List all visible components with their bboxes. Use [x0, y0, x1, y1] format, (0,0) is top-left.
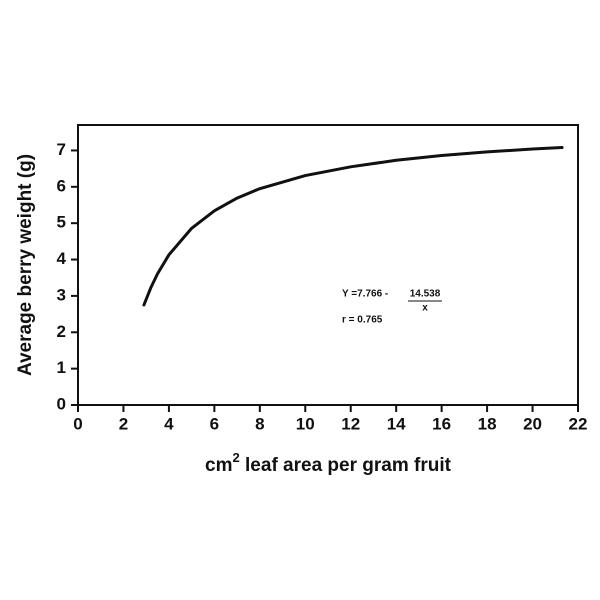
plot-frame: [77, 124, 579, 406]
x-tick-label: 2: [119, 414, 128, 433]
x-tick-label: 0: [73, 414, 82, 433]
r-value: r = 0.765: [342, 315, 383, 326]
curve: [142, 146, 564, 307]
y-tick-label: 5: [57, 213, 66, 232]
x-tick-label: 8: [255, 414, 264, 433]
x-tick-label: 6: [210, 414, 219, 433]
x-tick-label: 16: [432, 414, 451, 433]
x-tick-label: 18: [478, 414, 497, 433]
x-tick-label: 10: [296, 414, 315, 433]
x-tick-label: 12: [341, 414, 360, 433]
equation-denominator: x: [422, 303, 428, 314]
y-tick-label: 4: [57, 249, 67, 268]
x-tick-label: 20: [523, 414, 542, 433]
y-tick-label: 1: [57, 358, 66, 377]
x-tick-label: 4: [164, 414, 174, 433]
x-label-part: cm: [205, 455, 232, 476]
y-tick-label: 7: [57, 140, 66, 159]
equation-numerator: 14.538: [410, 289, 441, 300]
x-label-part: leaf area per gram fruit: [240, 455, 452, 476]
y-tick-label: 2: [57, 322, 66, 341]
x-tick-label: 14: [387, 414, 406, 433]
x-tick-label: 22: [569, 414, 588, 433]
y-axis-label: Average berry weight (g): [15, 154, 36, 376]
equation: Y =7.766 -: [342, 289, 388, 300]
x-axis-label: cm2 leaf area per gram fruit: [205, 450, 452, 476]
y-tick-label: 3: [57, 285, 66, 304]
y-tick-label: 6: [57, 176, 66, 195]
y-tick-label: 0: [57, 394, 66, 413]
x-label-superscript: 2: [233, 450, 240, 465]
